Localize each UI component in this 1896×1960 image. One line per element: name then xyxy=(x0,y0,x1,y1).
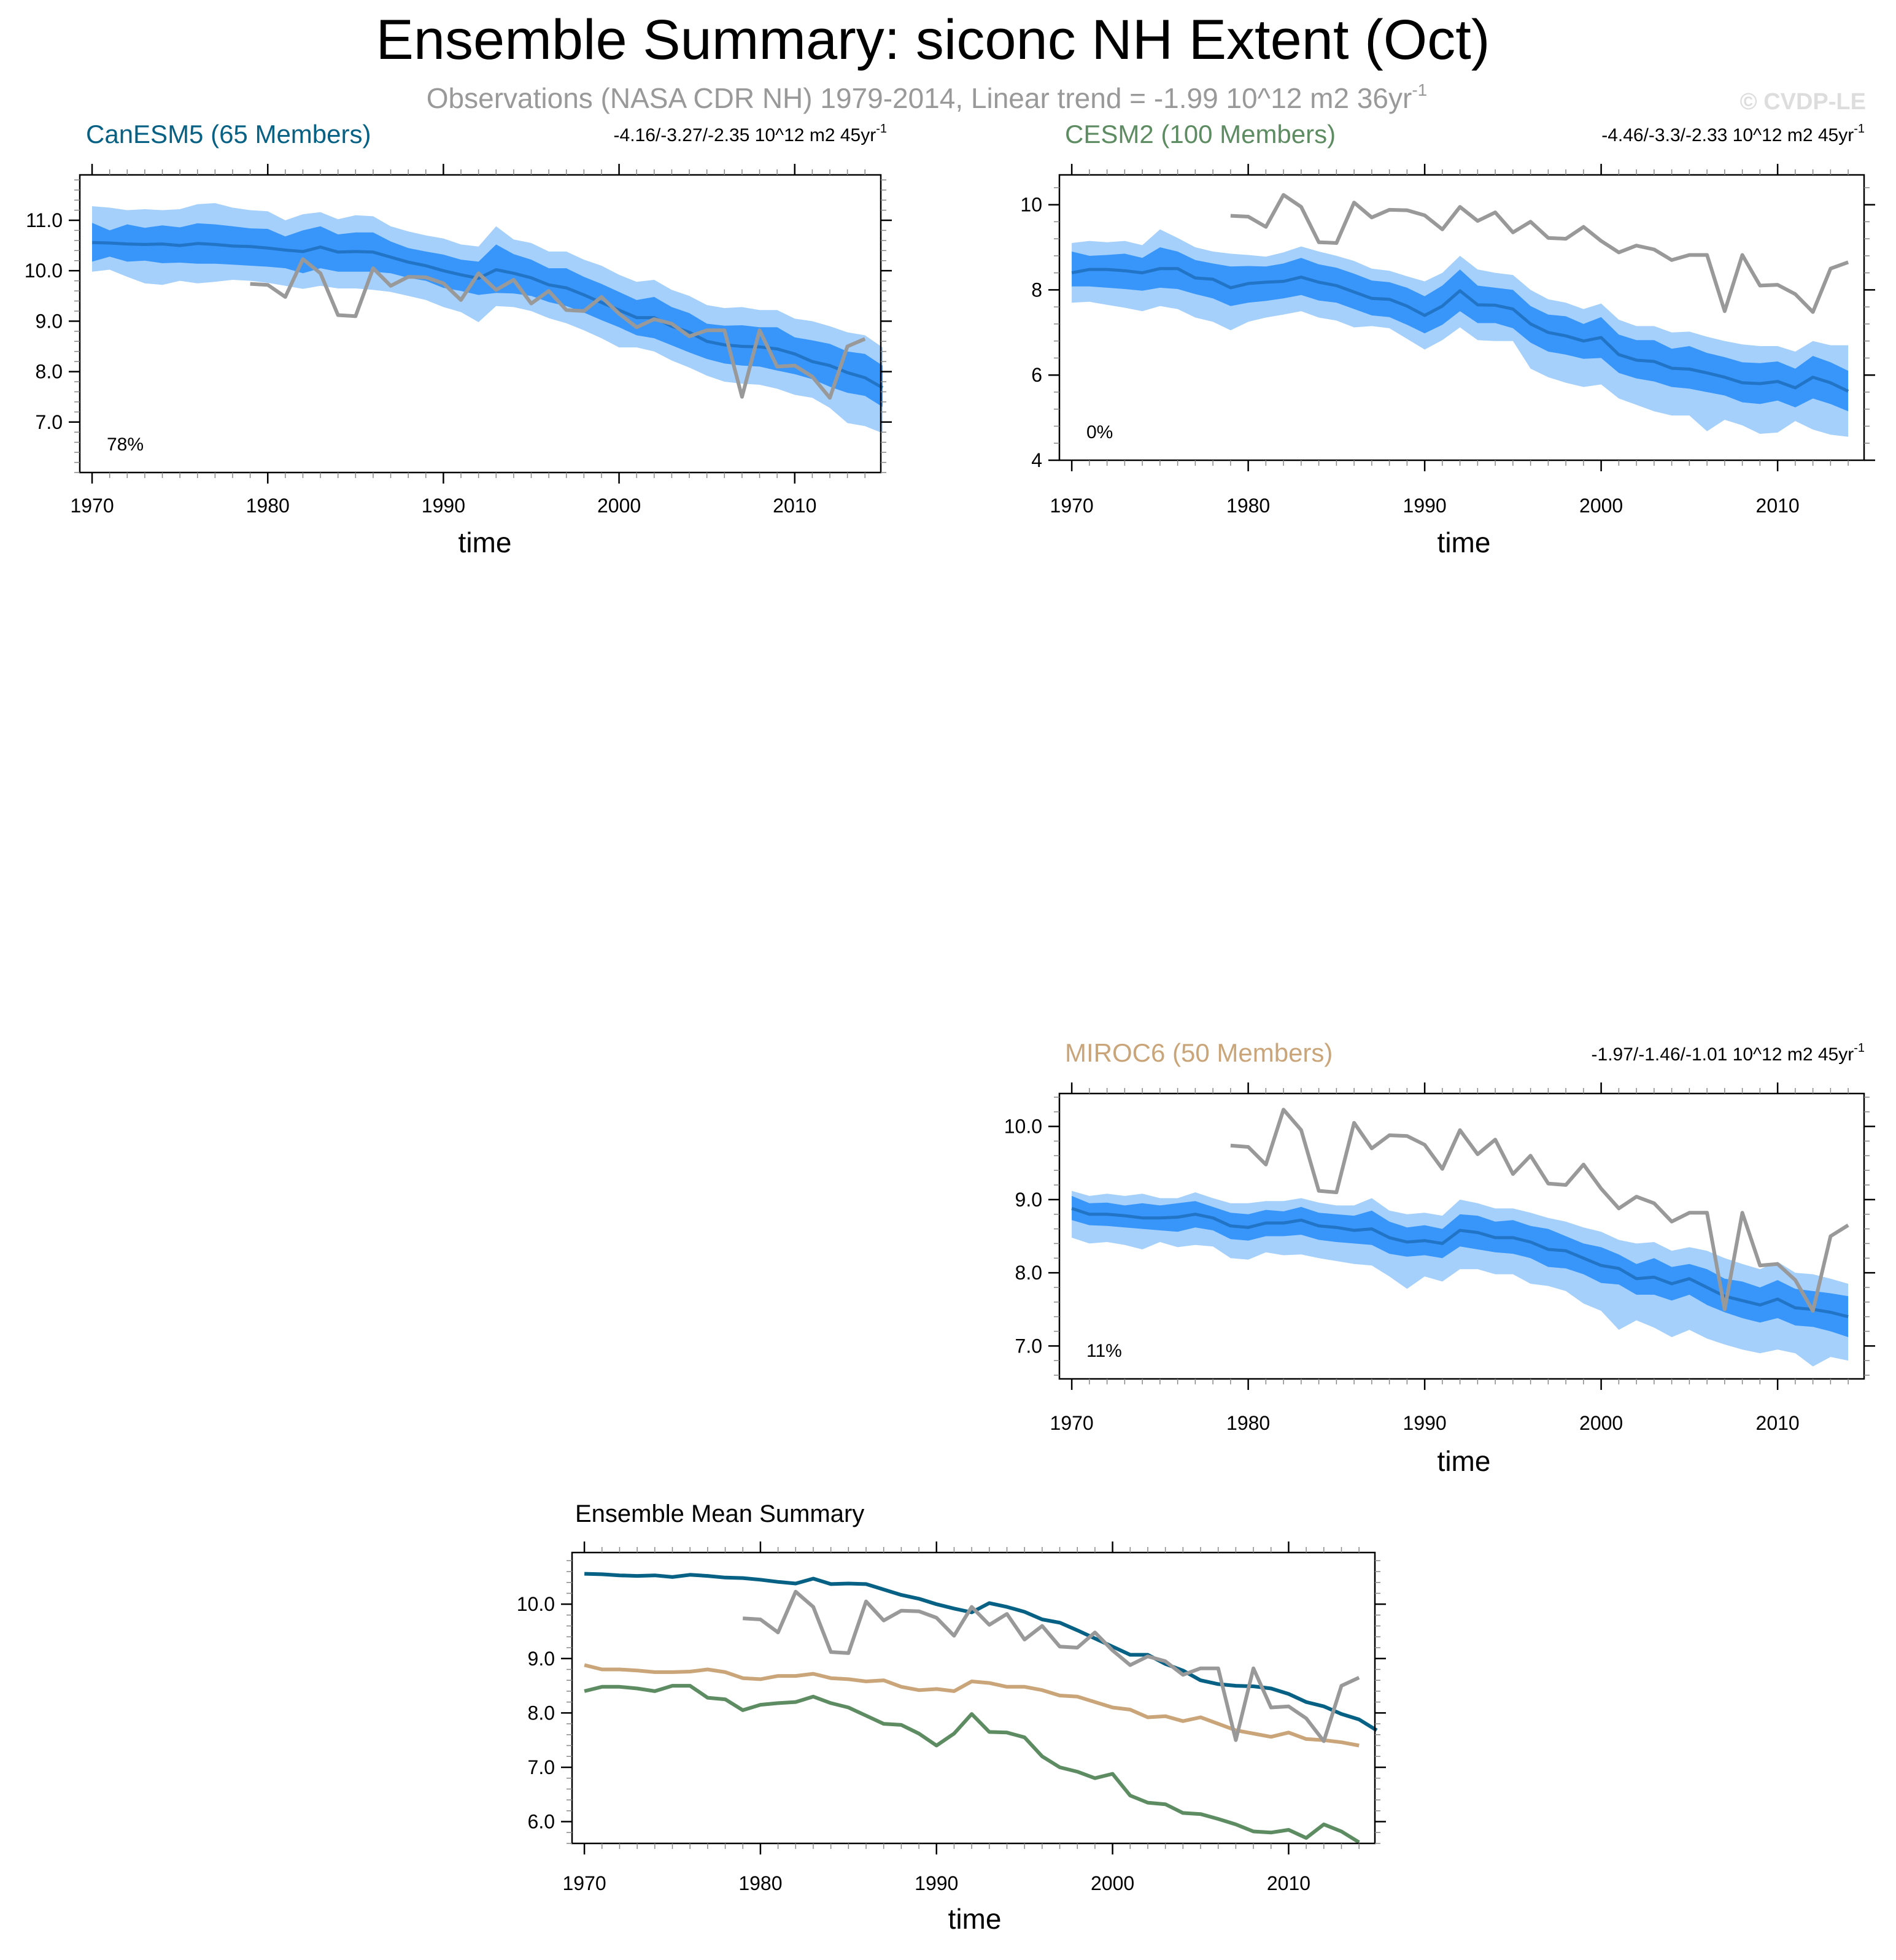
y-tick-label-summary: 7.0 xyxy=(528,1756,555,1778)
series-line-canesm5 xyxy=(584,1572,1378,1732)
y-tick-label-summary: 9.0 xyxy=(528,1648,555,1670)
trend-text-cesm2: -4.46/-3.3/-2.33 10^12 m2 45yr-1 xyxy=(1601,122,1865,145)
cvdp-watermark: © CVDP-LE xyxy=(1740,89,1866,115)
x-tick-label-summary: 1990 xyxy=(915,1872,958,1894)
observations-line-cesm2 xyxy=(1230,193,1849,314)
inner-band-cesm2 xyxy=(1072,247,1849,412)
x-tick-label-cesm2: 1990 xyxy=(1403,495,1447,517)
x-tick-label-cesm2: 2000 xyxy=(1579,495,1623,517)
x-tick-label-cesm2: 2010 xyxy=(1756,495,1800,517)
plot-summary: 1970 1980 1990 2000 2010 6.0 7.0 8.0 9.0 10.0 xyxy=(517,1541,1386,1894)
x-tick-label-miroc6: 1990 xyxy=(1403,1412,1447,1434)
plot-cesm2: 1970 1980 1990 2000 2010 4 6 8 10 0% xyxy=(1020,164,1875,517)
inner-band-canesm5 xyxy=(92,223,883,407)
y-tick-label-canesm5: 7.0 xyxy=(36,411,63,433)
x-tick-label-cesm2: 1970 xyxy=(1050,495,1094,517)
trend-text-canesm5-sup: -1 xyxy=(876,122,887,136)
x-axis-label-summary: time xyxy=(948,1903,1002,1935)
y-tick-label-summary: 10.0 xyxy=(517,1593,555,1615)
trend-text-miroc6: -1.97/-1.46/-1.01 10^12 m2 45yr-1 xyxy=(1592,1041,1865,1065)
trend-text-miroc6-sup: -1 xyxy=(1854,1041,1865,1055)
y-tick-label-miroc6: 9.0 xyxy=(1015,1189,1042,1211)
y-tick-label-cesm2: 10 xyxy=(1020,194,1042,216)
plot-frame-cesm2 xyxy=(1058,174,1865,461)
x-tick-label-canesm5: 1980 xyxy=(246,495,290,517)
percent-label-canesm5: 78% xyxy=(107,434,144,455)
panel-canesm5: CanESM5 (65 Members) -4.16/-3.27/-2.35 1… xyxy=(25,120,892,558)
ensemble-mean-line-miroc6 xyxy=(1071,1206,1849,1319)
x-tick-label-summary: 1980 xyxy=(738,1872,782,1894)
plot-miroc6: 1970 1980 1990 2000 2010 7.0 8.0 9.0 10.0 11% xyxy=(1004,1082,1875,1434)
figure-subtitle: Observations (NASA CDR NH) 1979-2014, Li… xyxy=(427,80,1427,114)
x-tick-label-miroc6: 2000 xyxy=(1579,1412,1623,1434)
trend-text-canesm5: -4.16/-3.27/-2.35 10^12 m2 45yr-1 xyxy=(614,122,887,145)
panel-title-canesm5: CanESM5 (65 Members) xyxy=(86,120,371,149)
trend-text-canesm5-main: -4.16/-3.27/-2.35 10^12 m2 45yr xyxy=(614,125,876,145)
observations-line-miroc6 xyxy=(1230,1108,1849,1313)
x-tick-label-canesm5: 2010 xyxy=(773,495,816,517)
y-tick-label-miroc6: 10.0 xyxy=(1004,1116,1042,1138)
x-tick-label-summary: 2000 xyxy=(1091,1872,1134,1894)
plot-frame-miroc6 xyxy=(1058,1092,1865,1380)
y-tick-label-miroc6: 7.0 xyxy=(1015,1335,1042,1357)
y-tick-label-cesm2: 4 xyxy=(1031,449,1042,471)
y-tick-label-miroc6: 8.0 xyxy=(1015,1262,1042,1284)
trend-text-cesm2-sup: -1 xyxy=(1854,122,1865,136)
panel-summary: Ensemble Mean Summary 1970 1980 1990 2000 20… xyxy=(517,1500,1386,1935)
y-tick-label-canesm5: 10.0 xyxy=(25,260,63,282)
series-line-miroc6 xyxy=(584,1663,1360,1748)
series-line-observations xyxy=(743,1589,1360,1743)
x-axis-label-miroc6: time xyxy=(1437,1445,1491,1477)
x-tick-label-miroc6: 2010 xyxy=(1756,1412,1800,1434)
observations-line-canesm5 xyxy=(250,257,866,400)
figure-subtitle-superscript: -1 xyxy=(1412,80,1427,99)
x-axis-label-cesm2: time xyxy=(1437,527,1491,558)
panel-miroc6: MIROC6 (50 Members) -1.97/-1.46/-1.01 10… xyxy=(1004,1038,1875,1477)
panel-title-cesm2: CESM2 (100 Members) xyxy=(1065,120,1336,149)
x-tick-label-summary: 1970 xyxy=(562,1872,606,1894)
x-tick-label-canesm5: 1970 xyxy=(70,495,114,517)
figure-title: Ensemble Summary: siconc NH Extent (Oct) xyxy=(376,9,1490,71)
y-tick-label-canesm5: 8.0 xyxy=(36,361,63,383)
figure-subtitle-text: Observations (NASA CDR NH) 1979-2014, Li… xyxy=(427,82,1412,114)
panel-title-miroc6: MIROC6 (50 Members) xyxy=(1065,1038,1333,1067)
ensemble-mean-line-canesm5 xyxy=(91,241,884,390)
y-tick-label-canesm5: 9.0 xyxy=(36,310,63,332)
plot-frame-summary xyxy=(571,1551,1376,1845)
panel-cesm2: CESM2 (100 Members) -4.46/-3.3/-2.33 10^… xyxy=(1020,120,1875,558)
y-tick-label-cesm2: 6 xyxy=(1031,364,1042,386)
x-tick-label-miroc6: 1970 xyxy=(1050,1412,1094,1434)
x-axis-label-canesm5: time xyxy=(459,527,512,558)
x-tick-label-miroc6: 1980 xyxy=(1226,1412,1270,1434)
plot-canesm5: 1970 1980 1990 2000 2010 7.0 8.0 9.0 10.0 11.0 78% xyxy=(25,164,892,517)
ensemble-mean-line-cesm2 xyxy=(1071,267,1849,393)
y-tick-label-canesm5: 11.0 xyxy=(26,209,63,231)
x-tick-label-cesm2: 1980 xyxy=(1226,495,1270,517)
y-tick-label-summary: 8.0 xyxy=(528,1702,555,1724)
y-tick-label-summary: 6.0 xyxy=(528,1811,555,1833)
series-line-cesm2 xyxy=(584,1684,1360,1844)
y-tick-label-cesm2: 8 xyxy=(1031,279,1042,301)
panel-title-summary: Ensemble Mean Summary xyxy=(575,1500,864,1527)
trend-text-cesm2-main: -4.46/-3.3/-2.33 10^12 m2 45yr xyxy=(1601,125,1854,145)
percent-label-cesm2: 0% xyxy=(1086,422,1113,442)
plot-frame-canesm5 xyxy=(79,174,882,474)
trend-text-miroc6-main: -1.97/-1.46/-1.01 10^12 m2 45yr xyxy=(1592,1044,1854,1065)
percent-label-miroc6: 11% xyxy=(1086,1341,1122,1361)
x-tick-label-canesm5: 1990 xyxy=(422,495,465,517)
x-tick-label-summary: 2010 xyxy=(1267,1872,1310,1894)
inner-band-miroc6 xyxy=(1072,1195,1849,1337)
x-tick-label-canesm5: 2000 xyxy=(597,495,641,517)
